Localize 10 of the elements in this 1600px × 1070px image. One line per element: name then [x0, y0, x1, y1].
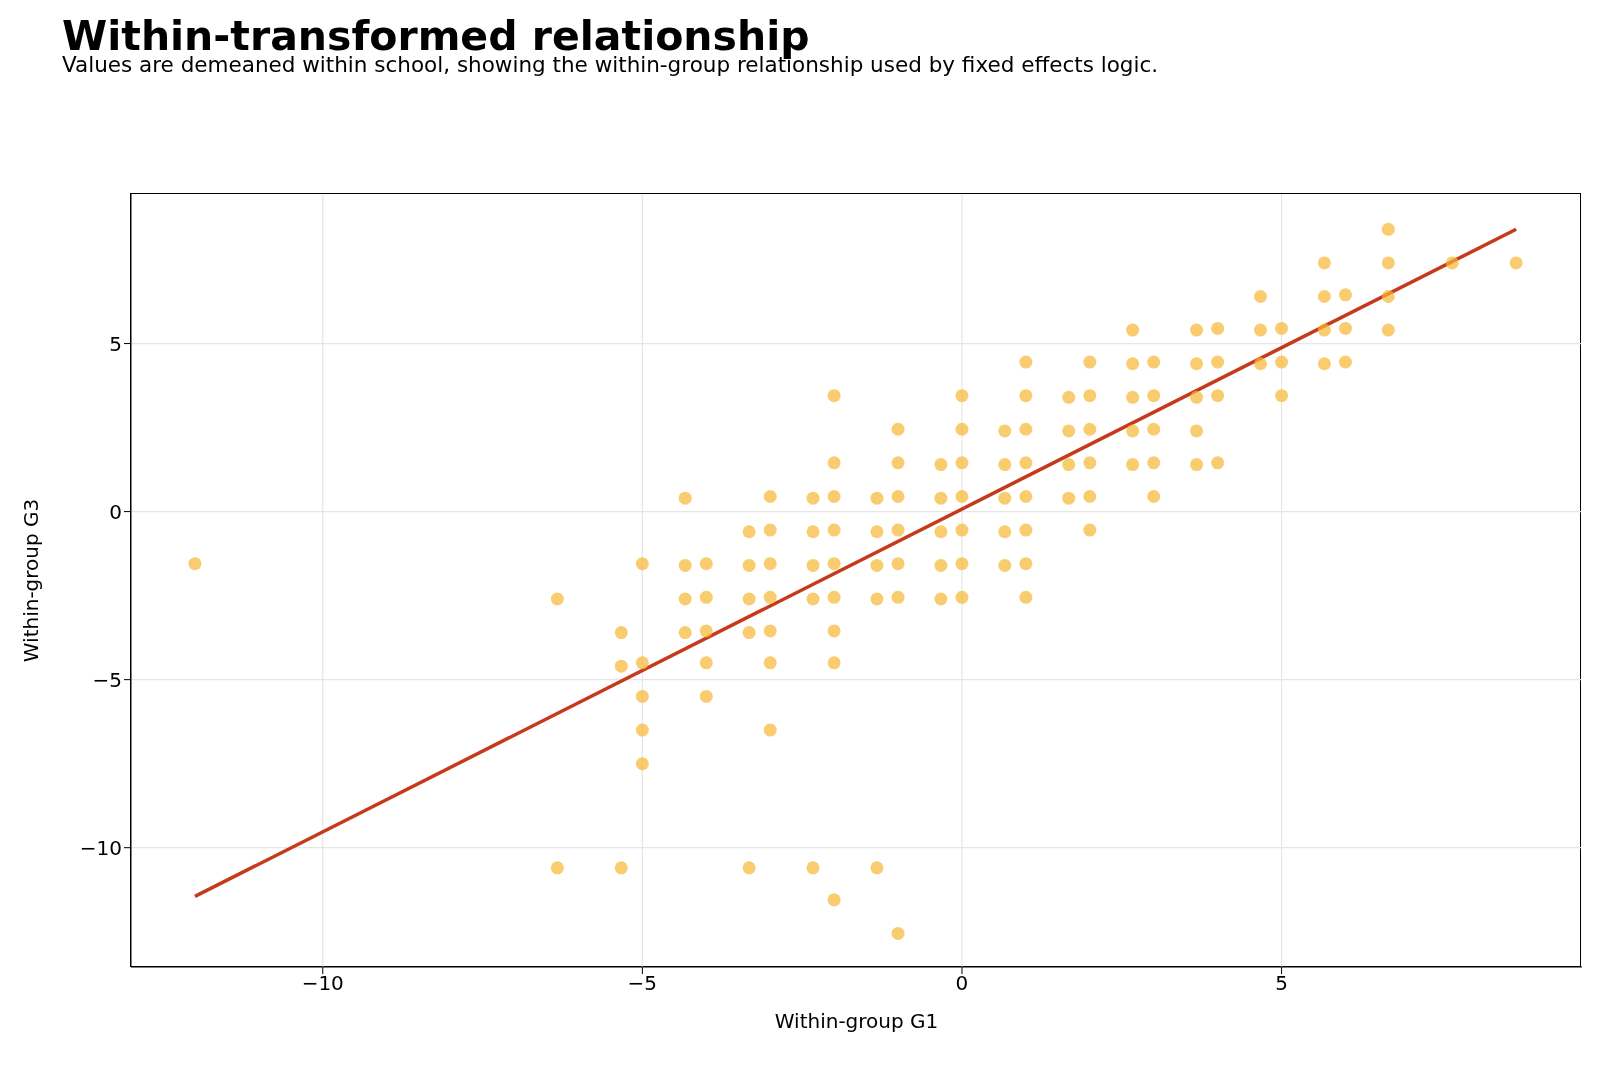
y-tick-label: −10	[79, 835, 122, 860]
x-tick-label: 0	[955, 971, 969, 996]
y-axis-title: Within-group G3	[19, 498, 44, 663]
y-tick-label: −5	[92, 667, 122, 692]
y-tick-label: 5	[109, 331, 122, 356]
x-tick-label: −5	[627, 971, 658, 996]
x-tick-label: −10	[301, 971, 344, 996]
x-axis-title: Within-group G1	[774, 1009, 939, 1033]
x-tick-label: 5	[1275, 971, 1288, 996]
y-tick-label: 0	[109, 499, 122, 524]
